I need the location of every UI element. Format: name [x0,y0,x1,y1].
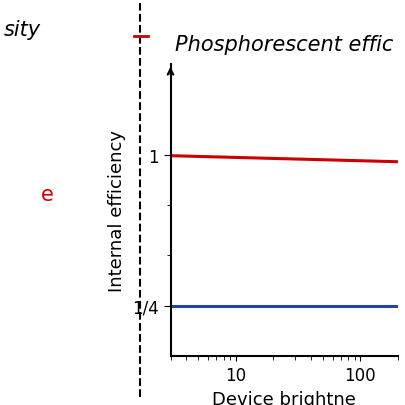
Text: sity: sity [4,20,41,40]
Title: Phosphorescent effic: Phosphorescent effic [175,35,392,55]
Text: e: e [40,184,53,205]
Y-axis label: Internal efficiency: Internal efficiency [108,130,126,292]
X-axis label: Device brightne: Device brightne [212,390,355,405]
